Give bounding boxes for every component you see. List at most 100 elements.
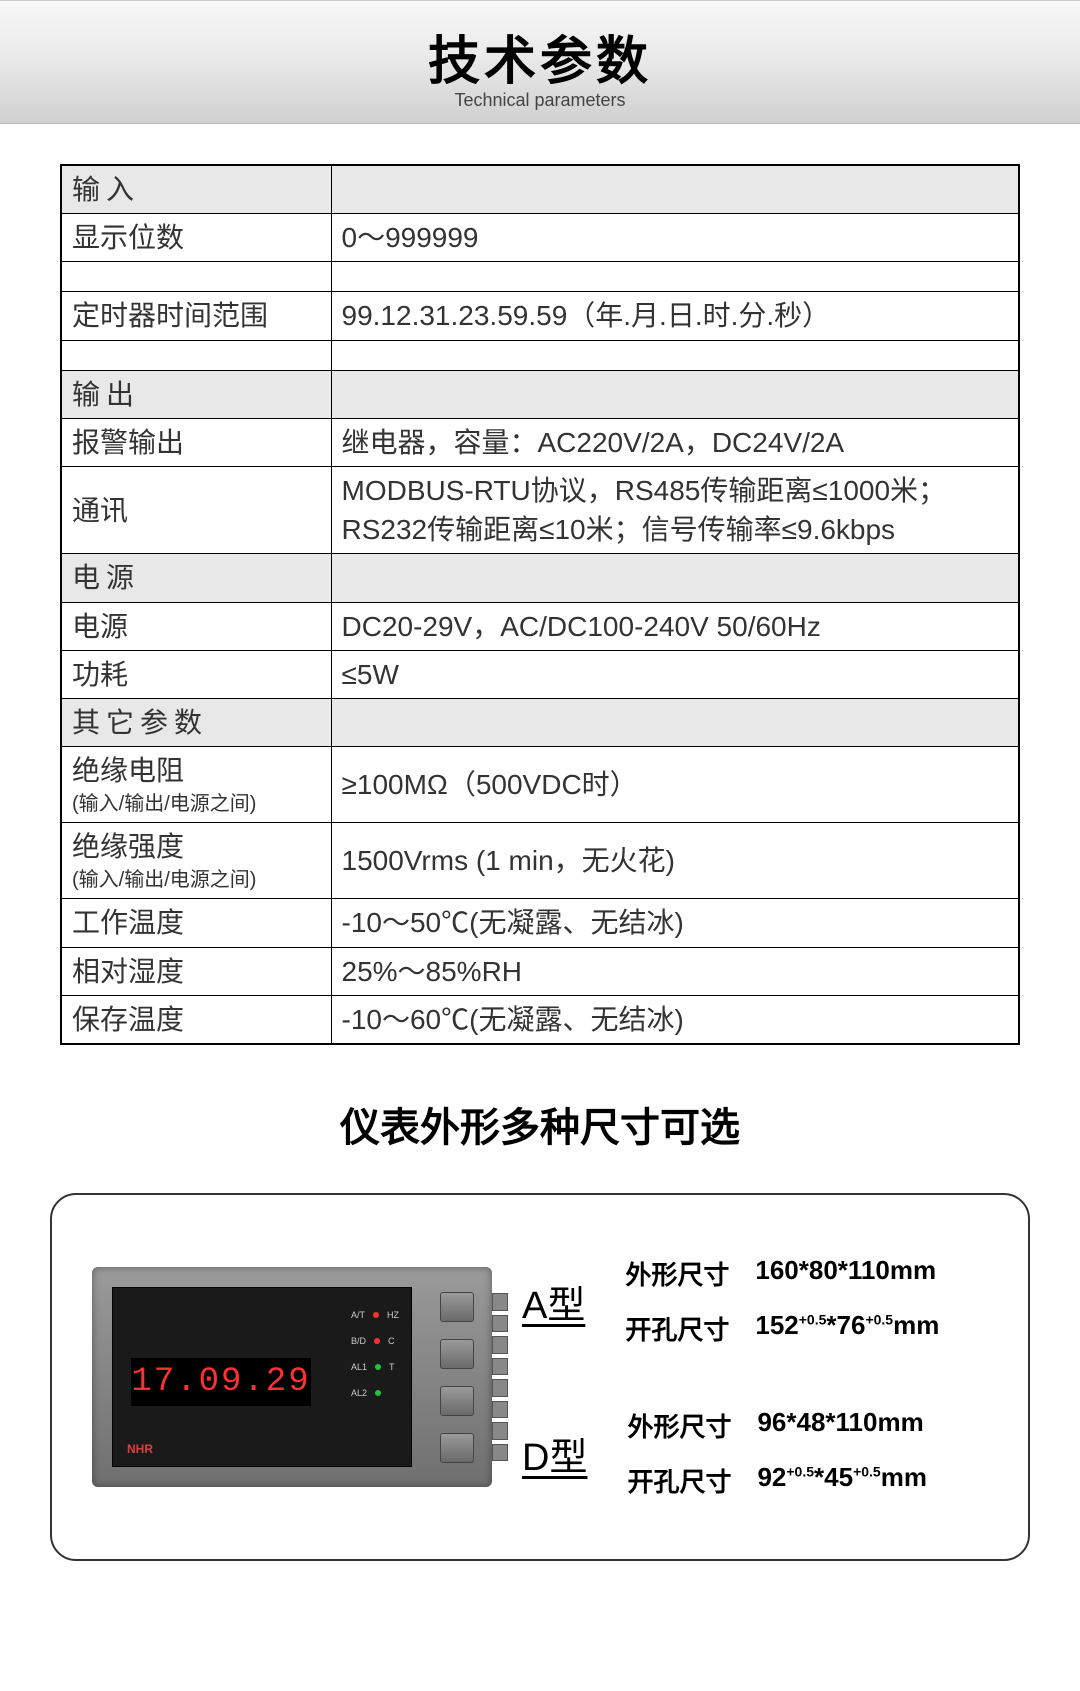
v: 152: [755, 1310, 798, 1340]
model-specs: 外形尺寸 160*80*110mm 开孔尺寸 152+0.5*76+0.5mm: [625, 1255, 939, 1347]
row-label: 显示位数: [61, 214, 331, 262]
row-value: 0～999999: [331, 214, 1019, 262]
v: mm: [893, 1310, 939, 1340]
meter-button-icon: [440, 1386, 474, 1416]
led-dot-icon: [374, 1338, 380, 1344]
model-specs-block: A型 外形尺寸 160*80*110mm 开孔尺寸 152+0.5*76+0.5…: [522, 1255, 939, 1499]
row-value: 99.12.31.23.59.59（年.月.日.时.分.秒）: [331, 292, 1019, 340]
spacer: [61, 262, 331, 292]
meter-illustration: 17.09.29 A/THZ B/DC AL1T AL2 NHR: [92, 1267, 492, 1487]
model-specs: 外形尺寸 96*48*110mm 开孔尺寸 92+0.5*45+0.5mm: [627, 1407, 927, 1499]
meter-button-icon: [440, 1292, 474, 1322]
spacer: [331, 262, 1019, 292]
row-label: 通讯: [61, 466, 331, 553]
row-value: 继电器，容量：AC220V/2A，DC24V/2A: [331, 418, 1019, 466]
meter-leds: A/THZ B/DC AL1T AL2: [351, 1310, 399, 1398]
section-output-empty: [331, 370, 1019, 418]
size-card: 17.09.29 A/THZ B/DC AL1T AL2 NHR A型: [50, 1193, 1030, 1561]
model-row: A型 外形尺寸 160*80*110mm 开孔尺寸 152+0.5*76+0.5…: [522, 1255, 939, 1347]
led-dot-icon: [375, 1390, 381, 1396]
header-band: 技术参数 Technical parameters: [0, 0, 1080, 124]
spec-label: 外形尺寸: [627, 1407, 737, 1444]
led-dot-icon: [375, 1364, 381, 1370]
terminal-icon: [492, 1293, 508, 1311]
outline-size: 外形尺寸 96*48*110mm: [627, 1407, 927, 1444]
sizes-title: 仪表外形多种尺寸可选: [0, 1095, 1080, 1153]
row-label-text: 绝缘强度: [72, 831, 184, 862]
spec-label: 开孔尺寸: [627, 1462, 737, 1499]
spec-value: 160*80*110mm: [755, 1255, 936, 1292]
page-subtitle: Technical parameters: [0, 90, 1080, 111]
meter-logo: NHR: [127, 1442, 153, 1456]
sup: +0.5: [786, 1463, 814, 1479]
spacer: [61, 340, 331, 370]
cut-size: 开孔尺寸 152+0.5*76+0.5mm: [625, 1310, 939, 1347]
section-other: 其它参数: [61, 698, 331, 746]
row-value: -10～50℃(无凝露、无结冰): [331, 899, 1019, 947]
row-value: -10～60℃(无凝露、无结冰): [331, 995, 1019, 1044]
led-label: B/D: [351, 1336, 366, 1346]
row-value: ≥100MΩ（500VDC时）: [331, 747, 1019, 823]
meter-face: 17.09.29 A/THZ B/DC AL1T AL2 NHR: [112, 1287, 412, 1467]
spec-label: 开孔尺寸: [625, 1310, 735, 1347]
section-other-empty: [331, 698, 1019, 746]
section-output: 输出: [61, 370, 331, 418]
meter-buttons: [428, 1283, 486, 1471]
spec-table: 输入 显示位数 0～999999 定时器时间范围 99.12.31.23.59.…: [60, 164, 1020, 1045]
terminal-icon: [492, 1315, 508, 1333]
section-input: 输入: [61, 165, 331, 214]
led-label: C: [388, 1336, 395, 1346]
sup: +0.5: [853, 1463, 881, 1479]
section-power: 电源: [61, 554, 331, 602]
led-label: A/T: [351, 1310, 365, 1320]
row-label: 绝缘强度 (输入/输出/电源之间): [61, 823, 331, 899]
row-value: 1500Vrms (1 min，无火花): [331, 823, 1019, 899]
row-label: 工作温度: [61, 899, 331, 947]
v: mm: [881, 1462, 927, 1492]
led-label: AL1: [351, 1362, 367, 1372]
row-value: DC20-29V，AC/DC100-240V 50/60Hz: [331, 602, 1019, 650]
outline-size: 外形尺寸 160*80*110mm: [625, 1255, 939, 1292]
row-label: 保存温度: [61, 995, 331, 1044]
meter-display: 17.09.29: [131, 1358, 311, 1406]
row-label-text: 绝缘电阻: [72, 755, 184, 786]
v: *76: [826, 1310, 865, 1340]
spec-value: 152+0.5*76+0.5mm: [755, 1310, 939, 1347]
spec-label: 外形尺寸: [625, 1255, 735, 1292]
spacer: [331, 340, 1019, 370]
meter-button-icon: [440, 1433, 474, 1463]
model-row: D型 外形尺寸 96*48*110mm 开孔尺寸 92+0.5*45+0.5mm: [522, 1407, 939, 1499]
led-label: T: [389, 1362, 395, 1372]
meter-button-icon: [440, 1339, 474, 1369]
terminal-icon: [492, 1401, 508, 1419]
section-power-empty: [331, 554, 1019, 602]
row-value: ≤5W: [331, 650, 1019, 698]
row-label: 电源: [61, 602, 331, 650]
row-value: MODBUS-RTU协议，RS485传输距离≤1000米；RS232传输距离≤1…: [331, 466, 1019, 553]
terminal-icon: [492, 1379, 508, 1397]
section-input-empty: [331, 165, 1019, 214]
row-label-note: (输入/输出/电源之间): [72, 866, 321, 894]
meter-terminals: [492, 1293, 508, 1461]
row-label: 定时器时间范围: [61, 292, 331, 340]
v: *45: [814, 1462, 853, 1492]
meter-digits: 17.09.29: [131, 1358, 311, 1406]
row-label: 报警输出: [61, 418, 331, 466]
row-label-note: (输入/输出/电源之间): [72, 790, 321, 818]
terminal-icon: [492, 1422, 508, 1440]
v: 92: [757, 1462, 786, 1492]
model-name: A型: [522, 1274, 585, 1329]
sup: +0.5: [799, 1311, 827, 1327]
model-name: D型: [522, 1426, 587, 1481]
row-label: 功耗: [61, 650, 331, 698]
led-dot-icon: [373, 1312, 379, 1318]
cut-size: 开孔尺寸 92+0.5*45+0.5mm: [627, 1462, 927, 1499]
row-label: 绝缘电阻 (输入/输出/电源之间): [61, 747, 331, 823]
spec-value: 92+0.5*45+0.5mm: [757, 1462, 927, 1499]
spec-value: 96*48*110mm: [757, 1407, 923, 1444]
page-title: 技术参数: [0, 19, 1080, 94]
terminal-icon: [492, 1444, 508, 1462]
terminal-icon: [492, 1358, 508, 1376]
row-label: 相对湿度: [61, 947, 331, 995]
sup: +0.5: [865, 1311, 893, 1327]
